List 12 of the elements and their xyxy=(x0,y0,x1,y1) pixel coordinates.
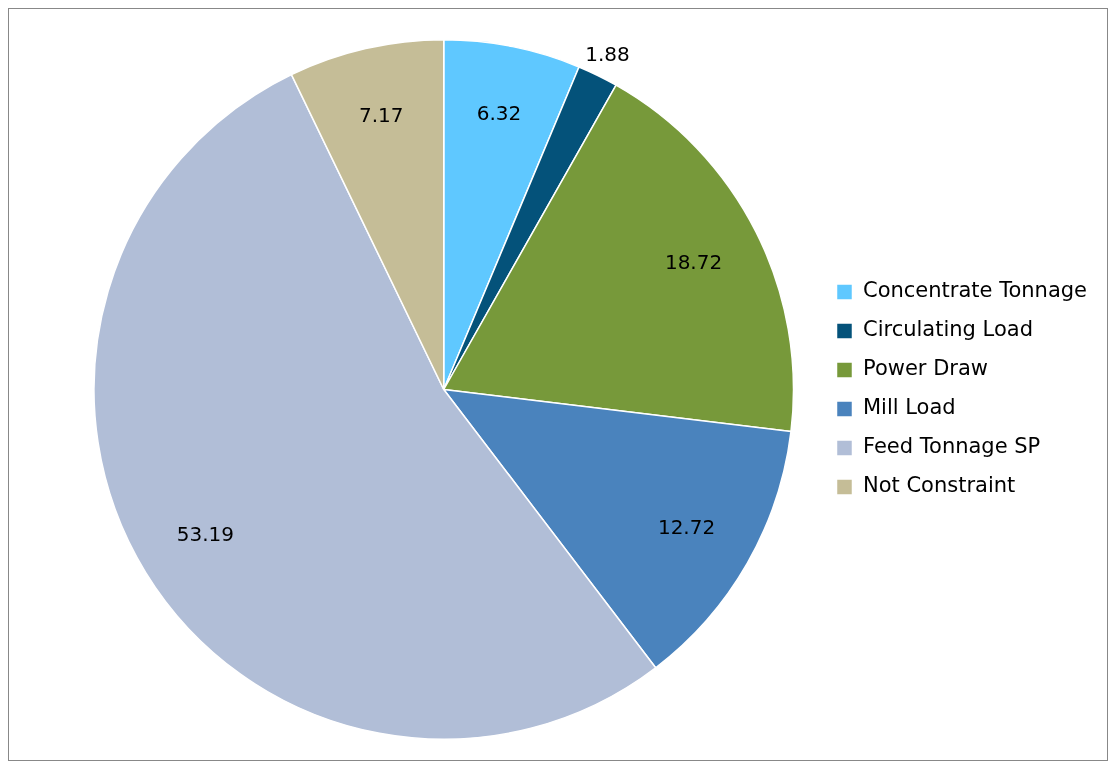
data-label: 1.88 xyxy=(585,41,630,66)
data-label: 18.72 xyxy=(664,249,723,274)
legend-label: Concentrate Tonnage xyxy=(862,278,1088,303)
legend-label: Feed Tonnage SP xyxy=(862,434,1041,459)
data-label: 53.19 xyxy=(176,522,234,547)
data-label: 7.17 xyxy=(358,102,404,127)
data-label: 12.72 xyxy=(657,514,716,539)
data-label: 6.32 xyxy=(476,101,522,126)
legend-label: Not Constraint xyxy=(862,473,1016,498)
legend-label: Mill Load xyxy=(862,395,956,420)
legend-label: Circulating Load xyxy=(862,317,1033,342)
legend-label: Power Draw xyxy=(862,356,989,381)
